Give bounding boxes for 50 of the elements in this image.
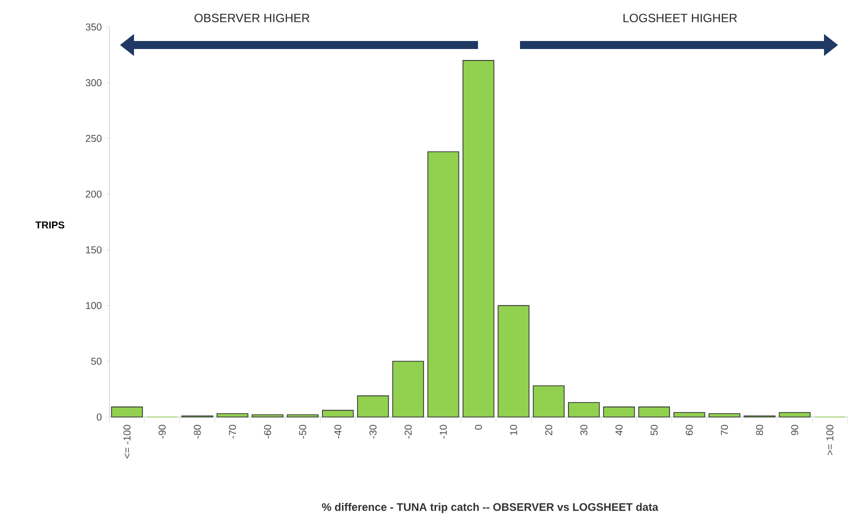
x-axis-title: % difference - TUNA trip catch -- OBSERVER vs LOGSHEET data — [322, 502, 658, 514]
y-tick-label: 0 — [96, 413, 102, 421]
x-tick-label: -60 — [264, 424, 272, 438]
x-tick-label: >= 100 — [826, 424, 834, 456]
bar — [778, 412, 811, 418]
bar — [392, 360, 424, 418]
bar — [568, 402, 600, 418]
bar — [427, 151, 460, 418]
bar — [357, 395, 389, 418]
x-tick-label: 50 — [650, 424, 658, 436]
x-tick-label: -50 — [299, 424, 306, 438]
x-tick-label: -70 — [228, 424, 236, 438]
bar — [708, 413, 740, 418]
y-tick-label: 250 — [86, 134, 102, 142]
bar — [603, 406, 635, 418]
bar — [286, 414, 319, 418]
y-axis-title: TRIPS — [35, 221, 64, 229]
y-tick-label: 100 — [86, 302, 102, 310]
y-tick-label: 350 — [86, 23, 102, 31]
x-tick-label: -80 — [194, 424, 201, 438]
text: OBSERVER HIGHER — [194, 14, 310, 22]
bar — [498, 305, 530, 418]
x-tick-label: -90 — [158, 424, 166, 438]
x-tick-label: -20 — [404, 424, 412, 438]
bar — [462, 60, 494, 418]
bar — [638, 406, 670, 418]
bar — [532, 385, 565, 418]
x-tick-label: -40 — [334, 424, 342, 438]
x-tick-label: 60 — [686, 424, 693, 436]
bar — [111, 406, 143, 418]
x-tick-label: 80 — [756, 424, 764, 436]
x-tick-label: -10 — [440, 424, 447, 438]
x-tick-label: -30 — [369, 424, 377, 438]
x-tick-label: 10 — [510, 424, 518, 435]
y-tick-label: 200 — [86, 190, 102, 198]
bar — [252, 414, 284, 418]
x-tick-label: <= -100 — [123, 424, 131, 458]
y-tick-label: 300 — [86, 79, 102, 86]
x-tick-label: 70 — [720, 424, 728, 436]
x-tick-label: 30 — [580, 424, 588, 436]
bar — [673, 412, 706, 418]
bar — [216, 413, 248, 418]
x-tick-label: 0 — [474, 424, 482, 430]
x-tick-label: 90 — [791, 424, 798, 436]
x-tick-label: 40 — [615, 424, 623, 436]
y-tick-label: 150 — [86, 246, 102, 254]
text: LOGSHEET HIGHER — [624, 14, 737, 22]
y-tick-label: 50 — [91, 358, 102, 365]
bar — [322, 410, 354, 418]
x-tick-label: 20 — [545, 424, 552, 436]
